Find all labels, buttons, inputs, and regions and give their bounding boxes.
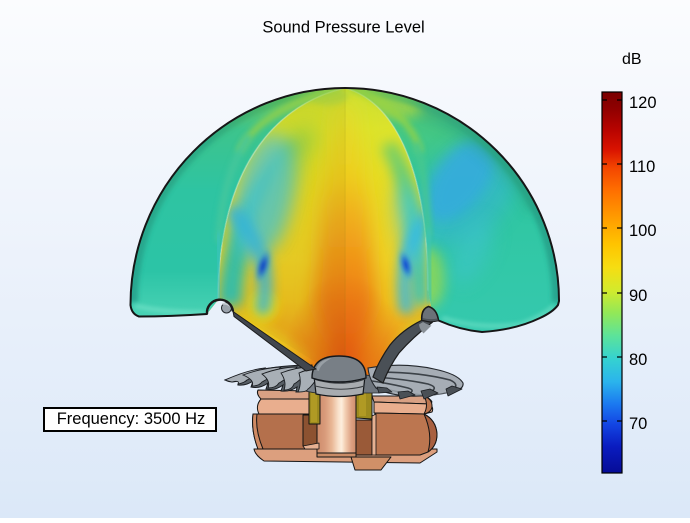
svg-text:Frequency: 3500 Hz: Frequency: 3500 Hz bbox=[57, 410, 206, 428]
svg-text:dB: dB bbox=[622, 51, 642, 68]
svg-text:90: 90 bbox=[629, 287, 647, 305]
svg-text:Sound Pressure Level: Sound Pressure Level bbox=[262, 19, 424, 37]
svg-text:120: 120 bbox=[629, 94, 657, 112]
svg-text:70: 70 bbox=[629, 415, 647, 433]
svg-text:100: 100 bbox=[629, 222, 657, 240]
svg-text:110: 110 bbox=[629, 158, 655, 176]
svg-text:80: 80 bbox=[629, 351, 647, 369]
